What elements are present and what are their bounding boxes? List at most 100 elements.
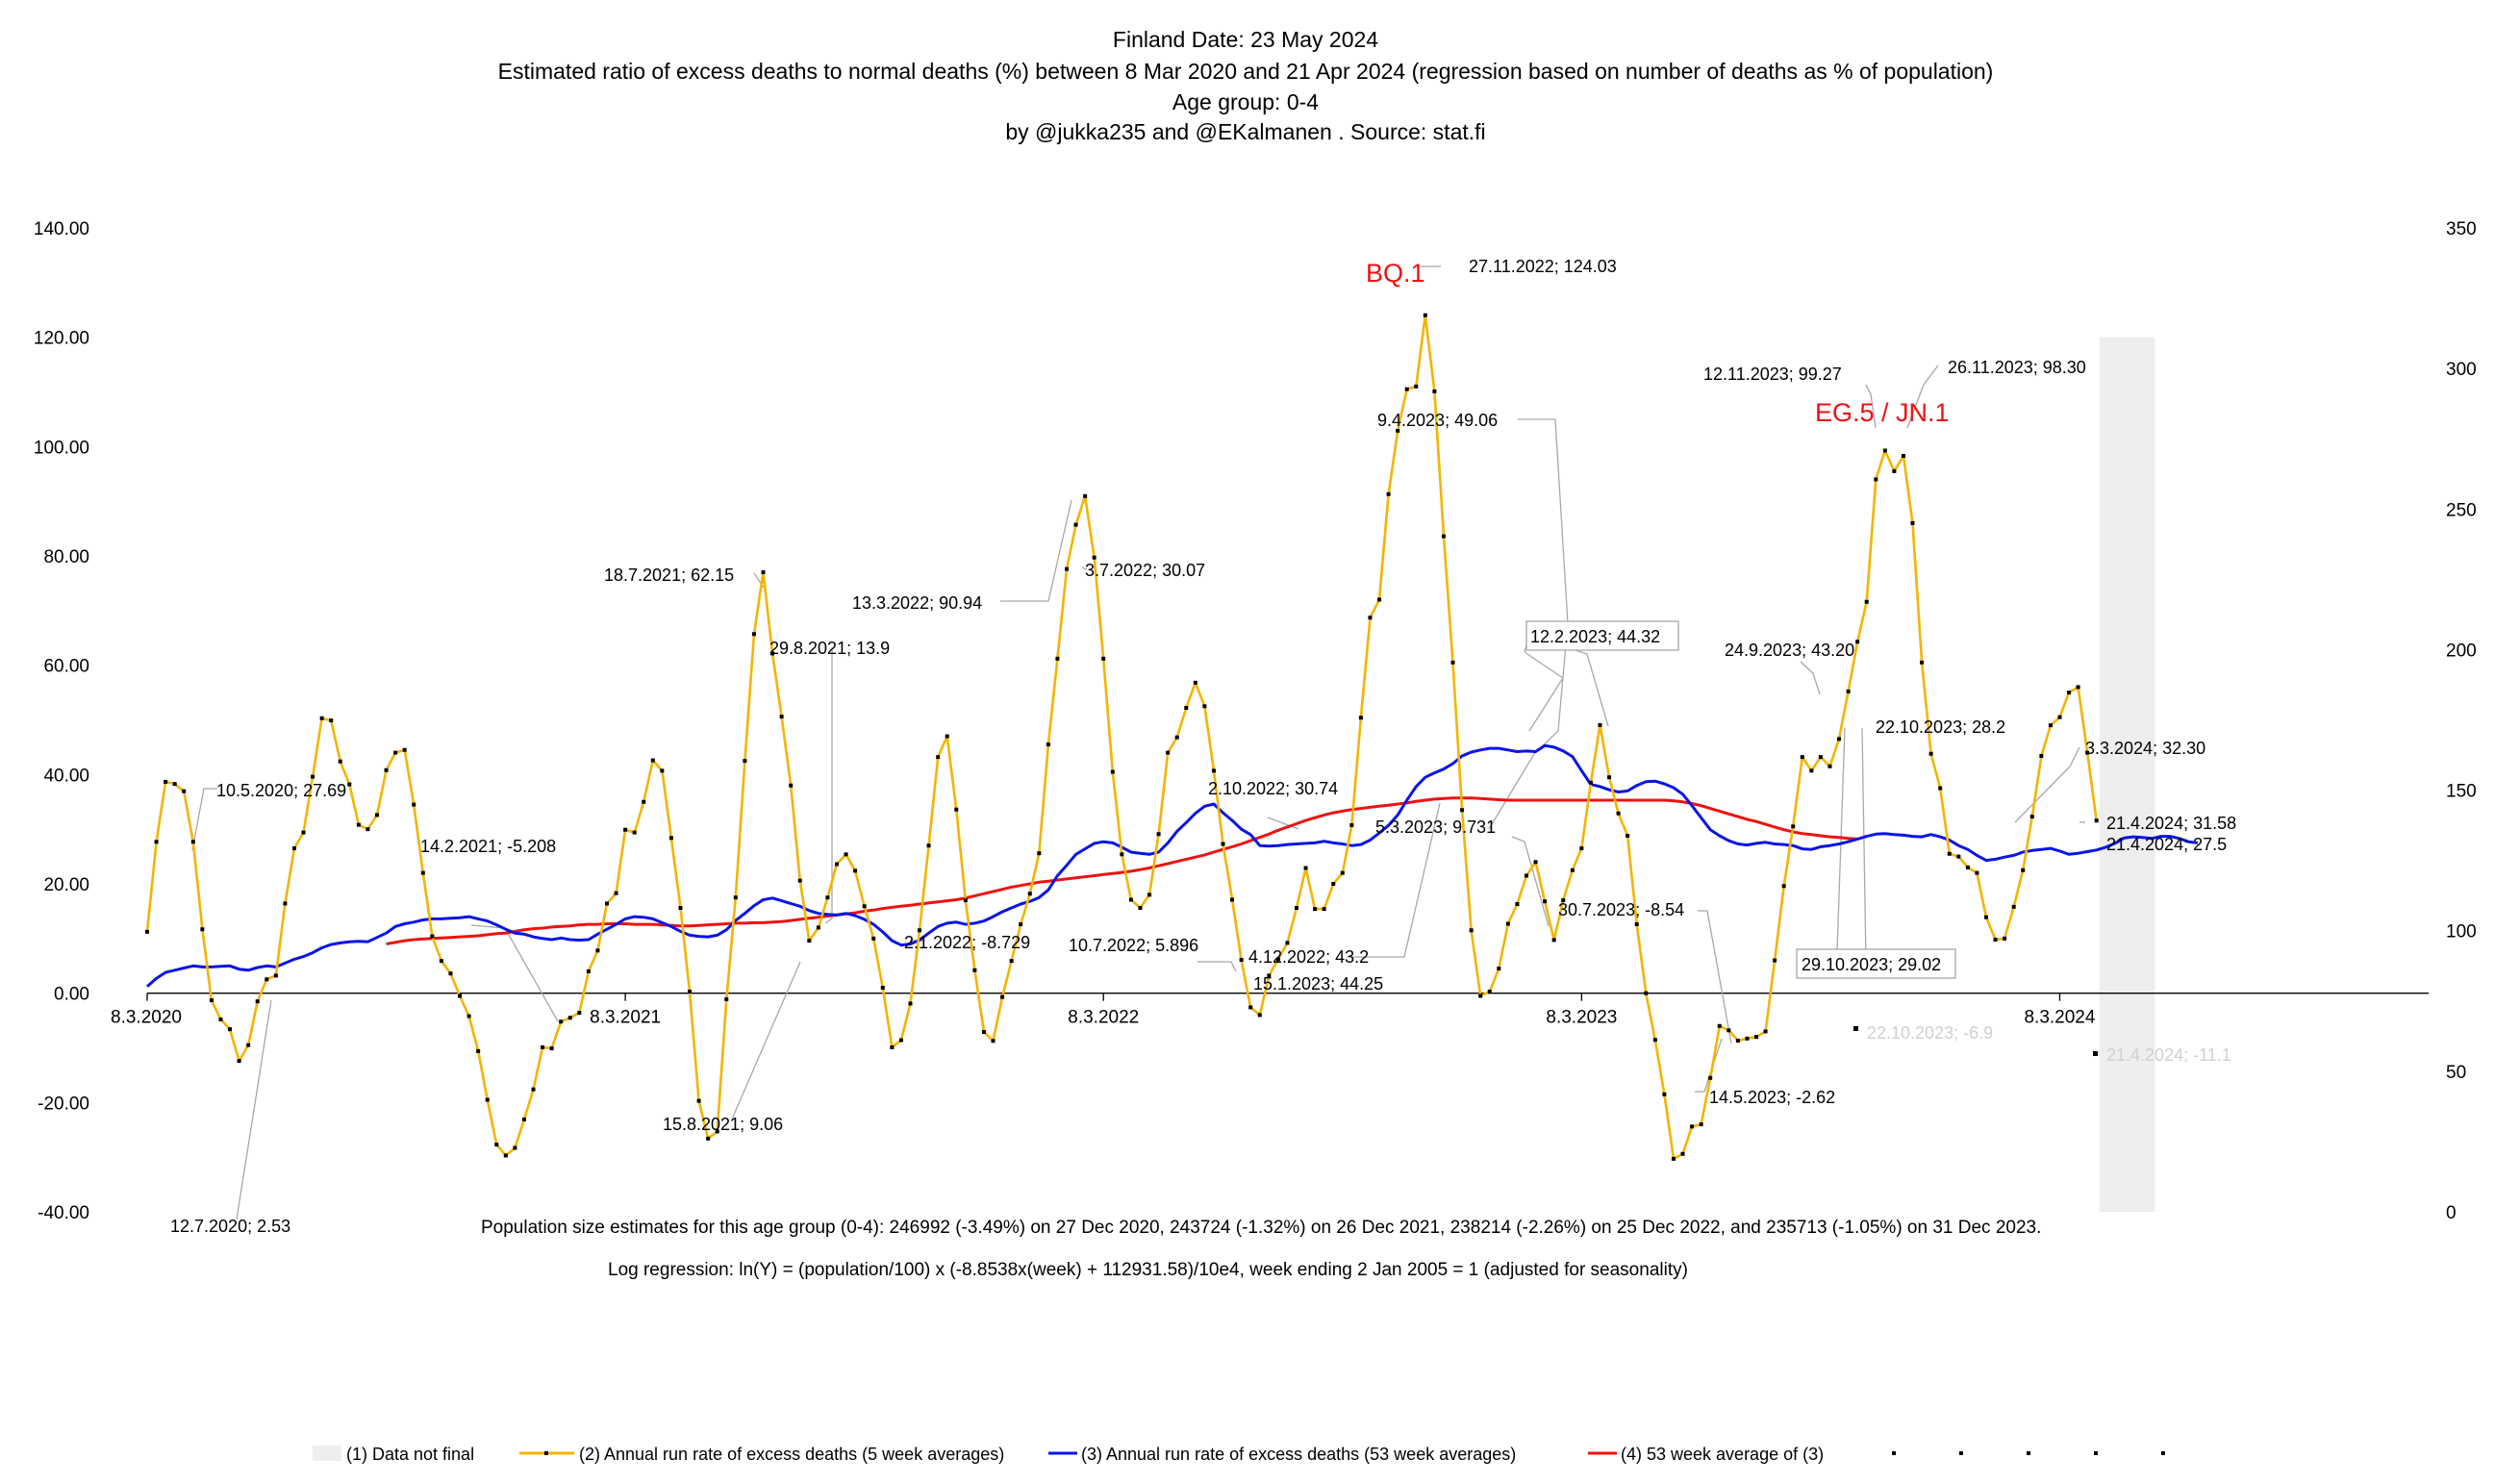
leader-line: [1865, 384, 1877, 429]
series-5-week-point: [1818, 755, 1823, 760]
series-5-week-point: [237, 1059, 241, 1064]
series-5-week-point: [1230, 897, 1235, 902]
series-5-week-point: [1579, 846, 1584, 851]
series-5-week-point: [835, 862, 839, 867]
y-left-tick-label: -20.00: [38, 1094, 89, 1114]
leader-line: [1511, 836, 1550, 927]
series-5-week-point: [797, 878, 802, 883]
annotation: 22.10.2023; 28.2: [1876, 717, 2005, 737]
annotation: 21.4.2024; 31.58: [2106, 814, 2236, 833]
y-left-tick-label: 60.00: [43, 657, 89, 677]
leader-line: [1906, 365, 1939, 429]
series-5-week-point: [890, 1044, 895, 1049]
series-5-week-point: [1837, 737, 1842, 742]
legend-marker: [1892, 1451, 1896, 1455]
series-5-week-point: [1717, 1023, 1722, 1028]
series-5-week-point: [1019, 922, 1023, 927]
series-5-week-point: [209, 998, 214, 1003]
series-5-week-point: [1791, 824, 1796, 829]
x-tick-label: 8.3.2024: [2024, 1008, 2095, 1028]
series-5-week-point: [559, 1019, 564, 1024]
title-line-3: Age group: 0-4: [1172, 89, 1319, 114]
series-5-week-point: [1616, 811, 1621, 816]
series-5-week-point: [458, 994, 463, 998]
series-5-week-point: [1331, 882, 1336, 886]
series-5-week-point: [1211, 768, 1216, 773]
series-5-week-point: [549, 1046, 554, 1051]
annotation: 5.3.2023; 9.731: [1375, 817, 1496, 837]
series-5-week-point: [1073, 522, 1078, 527]
series-5-week-point: [1184, 705, 1189, 710]
series-5-week-point: [1377, 597, 1382, 602]
series-5-week-point: [1855, 640, 1860, 644]
series-5-week-point: [375, 813, 379, 817]
series-5-week-point: [1156, 832, 1161, 837]
series-5-week-point: [1662, 1092, 1667, 1096]
legend: (1) Data not final (2) Annual run rate o…: [313, 1445, 2165, 1464]
series-5-week-point: [1248, 1005, 1253, 1010]
series-5-week-point: [586, 968, 591, 973]
population-note: Population size estimates for this age g…: [481, 1218, 2041, 1238]
annotation-box: 29.10.2023; 29.02: [1796, 948, 1956, 979]
series-5-week-point: [1607, 775, 1612, 780]
series-5-week-point: [1110, 769, 1115, 774]
series-5-week-point: [228, 1027, 233, 1032]
leader-line: [1488, 418, 1569, 830]
series-5-week-point: [954, 807, 959, 812]
series-5-week-point: [439, 959, 443, 964]
series-5-week-point: [1947, 851, 1952, 856]
series: [145, 313, 2199, 1161]
series-5-week-point: [1551, 938, 1556, 943]
series-5-week-point: [936, 755, 941, 760]
series-5-week-point: [338, 759, 342, 764]
series-5-week-point: [751, 632, 756, 637]
legend-swatch-dot: [544, 1451, 548, 1455]
series-5-week-point: [642, 799, 646, 804]
series-5-week-point: [1699, 1122, 1703, 1127]
leader-line: [730, 961, 801, 1122]
leader-line: [1698, 910, 1732, 1044]
series-5-week-point: [448, 971, 453, 976]
series-5-week-point: [1735, 1039, 1740, 1044]
series-5-week-point: [1432, 389, 1437, 393]
leader-line: [191, 788, 217, 851]
series-5-week-point: [1956, 854, 1961, 859]
series-5-week-point: [1368, 616, 1373, 620]
series-5-week-point: [1285, 941, 1290, 945]
series-5-week-point: [871, 936, 876, 941]
series-5-week-point: [1358, 716, 1363, 720]
series-5-week-point: [1626, 833, 1630, 838]
series-5-week-point: [779, 715, 784, 719]
series-5-week-point: [1423, 313, 1427, 317]
series-5-week-point: [476, 1048, 481, 1053]
leader-line: [824, 647, 833, 924]
series-5-week-point: [1773, 958, 1777, 963]
series-5-week-point: [1975, 870, 1979, 875]
annotation: 21.4.2024; -11.1: [2106, 1045, 2231, 1065]
annotation-marker: [1853, 1026, 1858, 1031]
series-5-week-point: [1322, 907, 1326, 912]
series-5-week-point: [2021, 868, 2026, 872]
series-5-week-point: [1598, 722, 1602, 727]
series-5-week-point: [154, 840, 159, 844]
annotation: 15.1.2023; 44.25: [1253, 974, 1383, 994]
series-5-week-point: [1763, 1029, 1768, 1034]
series-5-week-point: [182, 789, 187, 793]
series-5-week-point: [853, 868, 858, 873]
series-5-week-point: [1588, 780, 1593, 785]
series-5-week-point: [1561, 898, 1566, 903]
series-5-week-point: [2094, 818, 2099, 823]
y-left-tick-label: 100.00: [34, 438, 89, 458]
series-5-week-point: [1993, 937, 1998, 942]
annotation: 21.4.2024; 27.5: [2106, 835, 2227, 854]
series-5-week-point: [246, 1043, 251, 1047]
series-5-week-point: [1239, 957, 1244, 962]
annotation: 24.9.2023; 43.20: [1725, 641, 1854, 660]
series-5-week-point: [1882, 448, 1887, 453]
annotation: 29.8.2021; 13.9: [769, 639, 890, 658]
series-5-week-point: [1644, 991, 1649, 995]
legend-item-average: (4) 53 week average of (3): [1588, 1445, 1824, 1464]
series-5-week-point: [1487, 989, 1492, 994]
